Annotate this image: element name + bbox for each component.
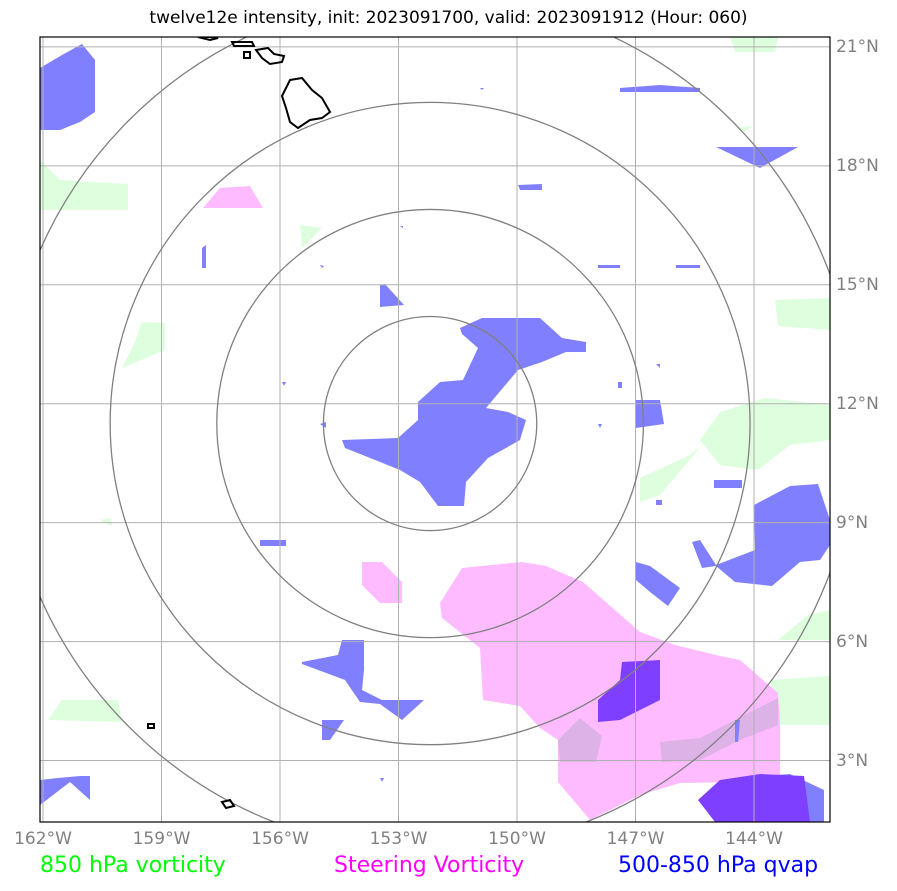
lon-tick-label: 153°W bbox=[369, 829, 428, 849]
map-gridlines bbox=[40, 37, 830, 822]
lon-tick-label: 144°W bbox=[725, 829, 783, 849]
hawaii-big-island bbox=[280, 76, 332, 130]
range-rings bbox=[40, 37, 830, 822]
small-island-2 bbox=[220, 798, 236, 810]
lon-tick-label: 150°W bbox=[488, 829, 546, 849]
range-ring bbox=[109, 101, 751, 746]
lat-tick-label: 6°N bbox=[836, 631, 869, 652]
steering-overlap-field bbox=[558, 698, 778, 762]
lon-tick-label: 159°W bbox=[132, 829, 191, 849]
legend-qvap: 500-850 hPa qvap bbox=[618, 853, 818, 878]
legend-qvap-label: 500-850 hPa qvap bbox=[618, 853, 819, 878]
maui-island bbox=[254, 46, 286, 66]
qvap-field bbox=[40, 44, 830, 822]
lat-tick-label: 9°N bbox=[836, 512, 869, 533]
lon-tick-label: 162°W bbox=[14, 829, 72, 849]
lat-tick-label: 21°N bbox=[836, 36, 879, 57]
lon-tick-label: 147°W bbox=[606, 829, 665, 849]
lat-tick-label: 15°N bbox=[836, 274, 879, 295]
vort850-field bbox=[40, 37, 830, 725]
legend-vort850-label: 850 hPa vorticity bbox=[40, 853, 226, 878]
range-ring bbox=[216, 208, 645, 639]
coastlines bbox=[147, 37, 332, 810]
lanai-island bbox=[243, 51, 251, 59]
range-ring bbox=[322, 315, 538, 532]
legend-steering-label: Steering Vorticity bbox=[334, 853, 525, 878]
legend-steering: Steering Vorticity bbox=[334, 853, 524, 878]
lat-tick-label: 18°N bbox=[836, 155, 879, 176]
legend-vort850: 850 hPa vorticity bbox=[40, 853, 226, 878]
small-island-1 bbox=[147, 723, 155, 729]
axes-frame bbox=[39, 36, 831, 823]
lat-tick-label: 12°N bbox=[836, 393, 879, 414]
map-title: twelve12e intensity, init: 2023091700, v… bbox=[149, 8, 748, 28]
lon-tick-label: 156°W bbox=[251, 829, 309, 849]
steering-field bbox=[203, 186, 780, 820]
molokai-island bbox=[230, 41, 256, 47]
oahu-island bbox=[197, 37, 219, 42]
lat-tick-label: 3°N bbox=[836, 750, 869, 771]
